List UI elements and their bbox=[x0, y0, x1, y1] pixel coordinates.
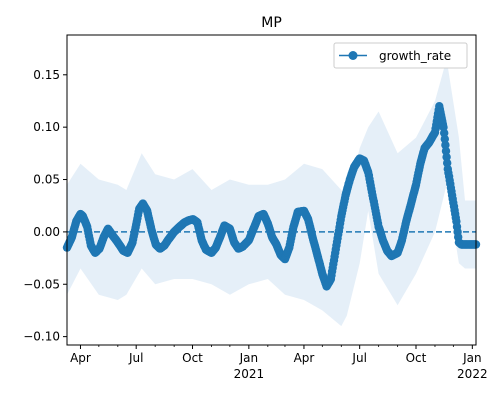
y-tick-label: −0.10 bbox=[23, 330, 60, 344]
y-tick-label: 0.05 bbox=[33, 173, 60, 187]
x-tick-label: Jan bbox=[462, 351, 482, 365]
plot-frame bbox=[66, 34, 477, 346]
legend-frame bbox=[333, 42, 468, 69]
y-tick-label: −0.05 bbox=[23, 277, 60, 291]
x-tick-label: Apr bbox=[294, 351, 315, 365]
chart-title: MP bbox=[261, 15, 282, 31]
x-tick-year-label: 2021 bbox=[234, 367, 265, 381]
x-tick-label: Apr bbox=[70, 351, 91, 365]
x-tick-year-label: 2022 bbox=[457, 367, 488, 381]
y-tick-label: 0.00 bbox=[33, 225, 60, 239]
x-tick-label: Jul bbox=[128, 351, 143, 365]
y-tick-label: 0.15 bbox=[33, 68, 60, 82]
x-tick-label: Oct bbox=[406, 351, 427, 365]
x-tick-label: Jan bbox=[239, 351, 259, 365]
y-tick-label: 0.10 bbox=[33, 120, 60, 134]
x-tick-label: Oct bbox=[182, 351, 203, 365]
confidence-band bbox=[67, 59, 476, 327]
legend-label: growth_rate bbox=[379, 49, 451, 63]
legend: growth_rate bbox=[333, 42, 468, 69]
legend-marker bbox=[348, 51, 358, 60]
x-tick-label: Jul bbox=[351, 351, 366, 365]
